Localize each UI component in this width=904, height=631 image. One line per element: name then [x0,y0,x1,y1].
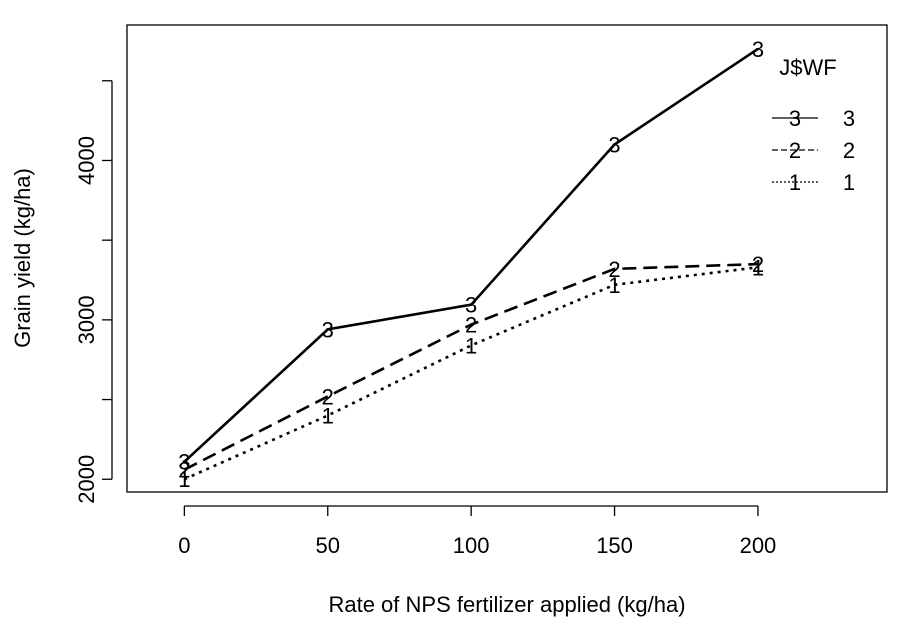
y-tick-label: 2000 [74,455,99,504]
x-tick-label: 100 [453,533,490,558]
y-tick-label: 3000 [74,295,99,344]
data-point-label: 1 [465,333,477,358]
data-point-label: 1 [752,255,764,280]
y-tick-label: 4000 [74,136,99,185]
legend-label: 1 [843,170,855,195]
series-1: 1 1 1 1 1 [178,255,764,492]
x-tick-label: 150 [596,533,633,558]
legend: J$WF3 32 21 1 [772,55,855,195]
y-axis-title: Grain yield (kg/ha) [10,168,35,348]
legend-symbol: 2 [789,138,801,163]
x-axis-title: Rate of NPS fertilizer applied (kg/ha) [328,592,685,617]
x-tick-label: 0 [178,533,190,558]
x-tick-label: 200 [740,533,777,558]
series-line [183,266,759,481]
data-point-label: 3 [608,133,620,158]
legend-title: J$WF [779,55,836,80]
data-point-label: 1 [608,273,620,298]
legend-label: 3 [843,106,855,131]
x-tick-label: 50 [316,533,340,558]
data-point-label: 2 [465,313,477,338]
legend-symbol: 3 [789,106,801,131]
data-point-label: 3 [322,317,334,342]
data-point-label: 2 [608,257,620,282]
data-point-label: 1 [322,403,334,428]
axes-layer: 0 50 100 150 200 2000 3000 4000 [74,80,777,558]
series-line [183,47,759,463]
plot-frame [126,24,888,493]
series-line [183,262,758,471]
data-point-label: 2 [752,252,764,277]
data-point-label: 1 [178,467,190,492]
data-point-label: 3 [752,37,764,62]
legend-symbol: 1 [789,170,801,195]
data-point-label: 2 [178,458,190,483]
legend-label: 2 [843,138,855,163]
data-point-label: 2 [322,384,334,409]
data-point-label: 3 [465,293,477,318]
series-2: 2 2 2 2 2 [178,252,764,483]
